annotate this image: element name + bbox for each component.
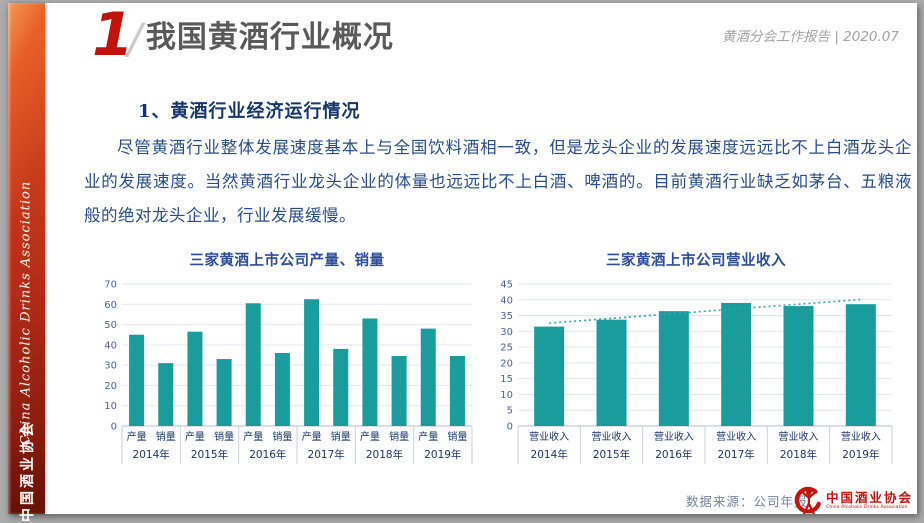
y-tick-label: 20: [500, 358, 513, 369]
trendline: [549, 298, 861, 324]
bar: [420, 328, 436, 426]
bar: [187, 331, 203, 426]
y-tick-label: 20: [104, 381, 117, 392]
bar-label: 营业收入: [716, 430, 756, 443]
sidebar-org-name-zh: 中国酒业协会: [20, 420, 36, 522]
year-label: 2016年: [655, 448, 692, 461]
year-label: 2019年: [424, 448, 461, 461]
y-tick-label: 0: [507, 422, 513, 433]
bar-label: 产量: [127, 430, 147, 443]
bar: [304, 299, 320, 426]
production-sales-chart: 三家黄酒上市公司产量、销量 0 10 20 30 40 50 60 70 产量 销量 2014年 产量…: [96, 249, 478, 472]
year-label: 2015年: [593, 448, 630, 461]
y-tick-label: 30: [500, 327, 513, 338]
bar: [391, 356, 407, 426]
bar-label: 产量: [360, 430, 380, 443]
y-tick-label: 5: [507, 406, 513, 417]
cada-logo: 中国酒业协会 China Alcoholic Drinks Associatio…: [792, 485, 913, 517]
bar-label: 销量: [331, 430, 351, 443]
bar-label: 营业收入: [779, 430, 819, 443]
year-label: 2018年: [366, 448, 403, 461]
cada-logo-mark-icon: [794, 486, 821, 515]
sidebar-org-name-en: China Alcoholic Drinks Association: [18, 180, 34, 446]
bar: [245, 303, 261, 426]
bar: [362, 318, 378, 426]
sidebar: China Alcoholic Drinks Association 中国酒业协…: [8, 3, 45, 522]
bar: [449, 356, 465, 426]
year-label: 2018年: [780, 448, 817, 461]
bar: [534, 326, 565, 426]
bar-label: 营业收入: [654, 430, 694, 443]
year-label: 2017年: [718, 448, 755, 461]
bar-label: 产量: [243, 430, 263, 443]
page-title: 我国黄酒行业概况: [145, 20, 394, 55]
bar: [721, 302, 752, 426]
year-label: 2017年: [308, 448, 345, 461]
bar-label: 产量: [302, 430, 322, 443]
data-source-note: 数据来源：公司年报: [686, 494, 808, 509]
y-tick-label: 40: [500, 295, 513, 306]
bar-label: 销量: [214, 430, 234, 443]
revenue-chart-title: 三家黄酒上市公司营业收入: [606, 253, 786, 269]
bar: [845, 304, 876, 426]
cada-logo-en: China Alcoholic Drinks Association: [826, 504, 908, 511]
y-tick-label: 10: [500, 390, 513, 401]
section-subtitle: 1、黄酒行业经济运行情况: [138, 101, 361, 122]
y-tick-label: 60: [104, 300, 117, 311]
bar: [333, 348, 349, 426]
year-label: 2014年: [133, 448, 170, 461]
production-sales-chart-title: 三家黄酒上市公司产量、销量: [189, 253, 385, 269]
cada-logo-texts: 中国酒业协会 China Alcoholic Drinks Associatio…: [826, 489, 914, 511]
y-tick-label: 0: [111, 422, 117, 433]
revenue-chart: 三家黄酒上市公司营业收入 0 5 10 15 20 25 30 35 40 45 营业收入 2014年…: [490, 249, 902, 472]
year-label: 2019年: [842, 448, 879, 461]
bar: [158, 363, 174, 426]
bar-label: 产量: [185, 430, 205, 443]
y-tick-label: 15: [500, 374, 513, 385]
bar-label: 销量: [272, 430, 292, 443]
bar-label: 销量: [389, 430, 409, 443]
bar-label: 营业收入: [592, 430, 632, 443]
y-tick-label: 45: [500, 280, 513, 291]
y-tick-label: 30: [104, 361, 117, 372]
slide: China Alcoholic Drinks Association 中国酒业协…: [8, 0, 917, 522]
bar: [274, 352, 290, 426]
bar: [658, 311, 689, 426]
bar: [596, 319, 627, 426]
body-paragraph: 尽管黄酒行业整体发展速度基本上与全国饮料酒相一致，但是龙头企业的发展速度远远比不…: [84, 138, 912, 225]
y-tick-label: 50: [104, 320, 117, 331]
report-label: 黄酒分会工作报告 | 2020.07: [722, 29, 899, 45]
section-number: 1: [92, 0, 134, 70]
year-label: 2014年: [531, 448, 568, 461]
bar-label: 营业收入: [841, 430, 881, 443]
revenue-chart-plot: 0 5 10 15 20 25 30 35 40 45 营业收入 2014年 营业收入 2015年 营业收入…: [500, 280, 893, 464]
bar-label: 销量: [156, 430, 176, 443]
y-tick-label: 35: [500, 311, 513, 322]
slash-divider: /: [127, 14, 142, 63]
bar: [783, 306, 814, 426]
bar-label: 营业收入: [529, 430, 569, 443]
year-label: 2015年: [191, 448, 228, 461]
cada-logo-zh: 中国酒业协会: [826, 489, 914, 505]
bar: [129, 334, 145, 426]
y-tick-label: 10: [104, 401, 117, 412]
slide-title-block: 1 / 我国黄酒行业概况: [92, 0, 394, 70]
year-label: 2016年: [249, 448, 286, 461]
charts-row: 三家黄酒上市公司产量、销量 0 10 20 30 40 50 60 70 产量 销量 2014年 产量…: [84, 249, 914, 472]
bar-label: 销量: [447, 430, 467, 443]
y-tick-label: 25: [500, 343, 513, 354]
y-tick-label: 70: [104, 280, 117, 291]
bar: [216, 359, 232, 426]
bar-label: 产量: [418, 430, 438, 443]
y-tick-label: 40: [104, 340, 117, 351]
